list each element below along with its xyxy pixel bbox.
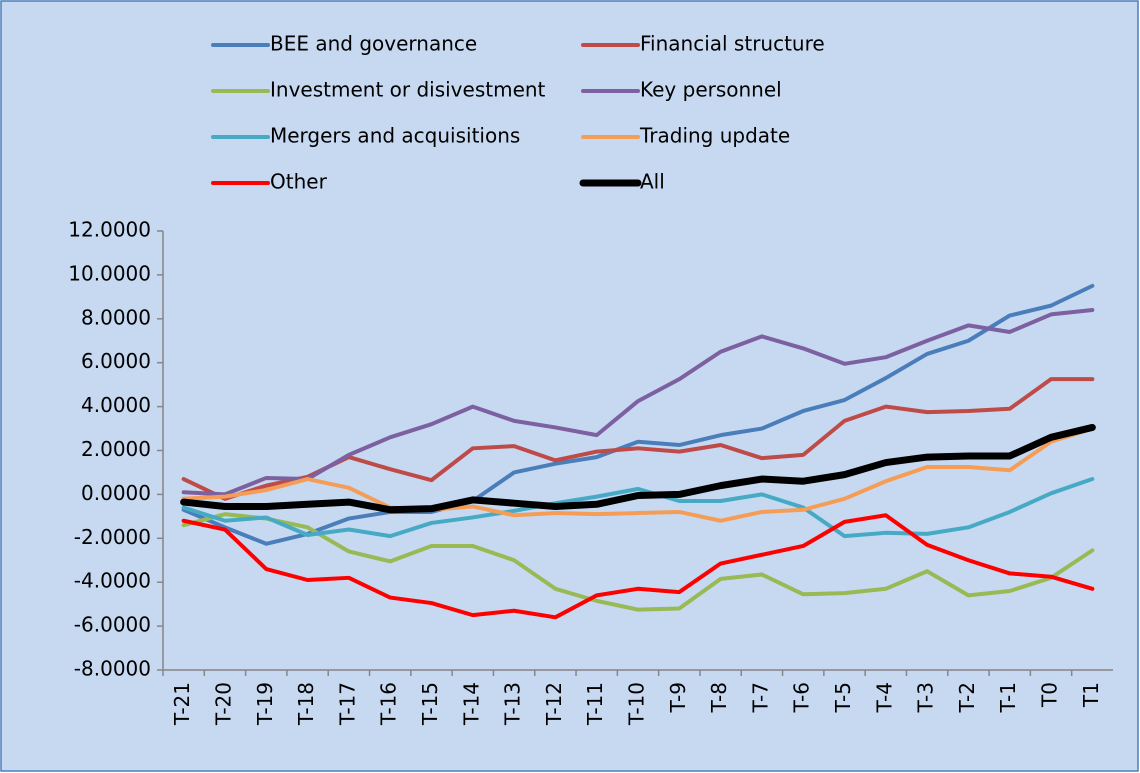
y-tick-label: -4.0000 bbox=[74, 569, 151, 593]
legend-label: Mergers and acquisitions bbox=[270, 124, 520, 148]
x-tick-label: T-14 bbox=[459, 682, 483, 726]
x-tick-label: T-10 bbox=[625, 682, 649, 726]
x-tick-label: T-17 bbox=[335, 682, 359, 726]
series-line bbox=[181, 477, 1095, 539]
series-line bbox=[181, 512, 1095, 612]
y-tick-label: -2.0000 bbox=[74, 525, 151, 549]
y-tick-label: -8.0000 bbox=[74, 657, 151, 681]
x-tick-label: T-3 bbox=[914, 682, 938, 713]
legend-label: Key personnel bbox=[640, 78, 782, 102]
x-tick-label: T-8 bbox=[707, 682, 731, 713]
x-tick-label: T-18 bbox=[294, 682, 318, 726]
x-tick-label: T-9 bbox=[666, 682, 690, 713]
y-tick-label: 8.0000 bbox=[81, 305, 151, 329]
x-tick-label: T-12 bbox=[542, 682, 566, 726]
x-tick-label: T1 bbox=[1079, 682, 1103, 708]
x-tick-label: T-6 bbox=[790, 682, 814, 713]
series-line bbox=[181, 308, 1095, 497]
legend-label: Financial structure bbox=[640, 32, 825, 56]
x-tick-label: T-21 bbox=[170, 682, 194, 726]
y-tick-label: 6.0000 bbox=[81, 349, 151, 373]
x-tick-label: T-7 bbox=[748, 682, 772, 713]
series-line bbox=[181, 283, 1095, 546]
y-tick-label: -6.0000 bbox=[74, 613, 151, 637]
legend-label: Investment or disivestment bbox=[270, 78, 546, 102]
y-tick-label: 0.0000 bbox=[81, 481, 151, 505]
legend-label: Other bbox=[270, 170, 328, 194]
x-tick-label: T-20 bbox=[211, 682, 235, 726]
y-tick-label: 4.0000 bbox=[81, 393, 151, 417]
y-tick-label: 10.0000 bbox=[68, 261, 151, 285]
x-tick-label: T-1 bbox=[996, 682, 1020, 713]
x-tick-label: T-4 bbox=[872, 682, 896, 713]
x-tick-label: T-2 bbox=[955, 682, 979, 713]
series-line bbox=[181, 513, 1095, 620]
legend-label: All bbox=[640, 170, 665, 194]
x-tick-label: T0 bbox=[1038, 682, 1062, 708]
x-tick-label: T-5 bbox=[831, 682, 855, 713]
legend-label: Trading update bbox=[639, 124, 790, 148]
x-tick-label: T-19 bbox=[253, 682, 277, 726]
x-tick-label: T-11 bbox=[583, 682, 607, 726]
legend-label: BEE and governance bbox=[270, 32, 477, 56]
series-line bbox=[180, 423, 1096, 514]
y-tick-label: 12.0000 bbox=[68, 218, 151, 242]
series-line bbox=[181, 426, 1095, 523]
x-tick-label: T-13 bbox=[501, 682, 525, 726]
x-tick-label: T-15 bbox=[418, 682, 442, 726]
y-tick-label: 2.0000 bbox=[81, 437, 151, 461]
x-tick-label: T-16 bbox=[377, 682, 401, 726]
